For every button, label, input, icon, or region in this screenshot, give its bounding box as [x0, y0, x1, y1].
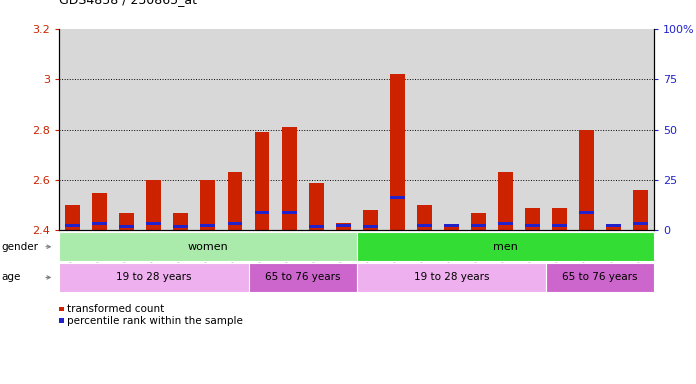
Bar — [173, 225, 189, 228]
Bar — [335, 223, 351, 230]
Bar — [498, 172, 513, 230]
Bar — [606, 225, 621, 230]
Bar — [282, 211, 296, 214]
Bar — [335, 223, 351, 227]
Bar — [498, 222, 513, 225]
Bar — [309, 182, 324, 230]
Bar — [255, 132, 269, 230]
Bar — [633, 222, 648, 225]
Text: gender: gender — [1, 242, 38, 252]
Text: men: men — [493, 242, 518, 252]
Bar — [65, 223, 80, 227]
Bar — [93, 222, 107, 225]
Bar — [200, 180, 215, 230]
Text: women: women — [187, 242, 228, 252]
Bar — [228, 222, 242, 225]
Bar — [146, 222, 161, 225]
Bar — [119, 225, 134, 228]
Bar — [444, 225, 459, 230]
Text: 65 to 76 years: 65 to 76 years — [562, 272, 638, 283]
Text: GDS4858 / 230865_at: GDS4858 / 230865_at — [59, 0, 197, 6]
Bar — [471, 223, 486, 227]
Bar — [282, 127, 296, 230]
Bar — [525, 223, 540, 227]
Text: 19 to 28 years: 19 to 28 years — [116, 272, 191, 283]
Bar — [93, 193, 107, 230]
Text: transformed count: transformed count — [68, 304, 164, 314]
Bar — [579, 130, 594, 230]
Bar — [119, 213, 134, 230]
Bar — [363, 225, 378, 228]
Bar — [552, 223, 567, 227]
Bar — [228, 172, 242, 230]
Text: age: age — [1, 272, 21, 283]
Bar — [552, 208, 567, 230]
Text: percentile rank within the sample: percentile rank within the sample — [68, 316, 243, 326]
Bar — [579, 211, 594, 214]
Bar — [146, 180, 161, 230]
Bar — [606, 223, 621, 227]
Bar — [525, 208, 540, 230]
Bar — [633, 190, 648, 230]
Bar — [444, 223, 459, 227]
Bar — [309, 225, 324, 228]
Bar — [390, 74, 404, 230]
Bar — [65, 205, 80, 230]
Text: 65 to 76 years: 65 to 76 years — [265, 272, 340, 283]
Bar — [173, 213, 189, 230]
Bar — [255, 211, 269, 214]
Bar — [417, 223, 432, 227]
Bar — [471, 213, 486, 230]
Bar — [363, 210, 378, 230]
Text: 19 to 28 years: 19 to 28 years — [413, 272, 489, 283]
Bar — [417, 205, 432, 230]
Bar — [200, 223, 215, 227]
Bar — [390, 196, 404, 199]
